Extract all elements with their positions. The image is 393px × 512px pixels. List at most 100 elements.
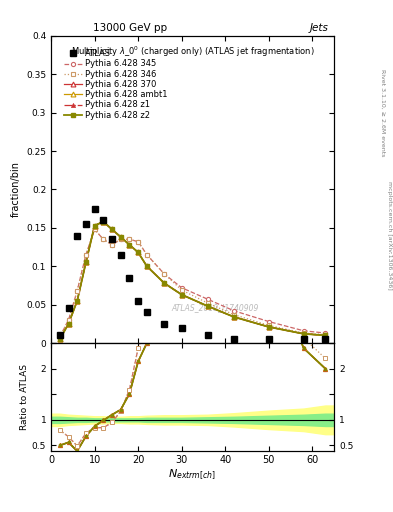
Pythia 6.428 345 xyxy=(101,237,106,243)
Pythia 6.428 ambt1 xyxy=(75,298,79,304)
Pythia 6.428 z1 xyxy=(266,324,271,330)
Line: Pythia 6.428 z2: Pythia 6.428 z2 xyxy=(58,220,327,341)
Line: Pythia 6.428 345: Pythia 6.428 345 xyxy=(58,227,327,339)
Text: Rivet 3.1.10, ≥ 2.6M events: Rivet 3.1.10, ≥ 2.6M events xyxy=(381,69,386,156)
ATLAS xyxy=(162,321,167,327)
Pythia 6.428 370 xyxy=(301,331,306,337)
ATLAS xyxy=(206,332,210,338)
Pythia 6.428 370 xyxy=(323,332,328,338)
Pythia 6.428 345 xyxy=(136,239,141,245)
ATLAS xyxy=(101,217,106,223)
Pythia 6.428 z2 xyxy=(145,263,149,269)
Pythia 6.428 345 xyxy=(75,288,79,294)
Pythia 6.428 346 xyxy=(323,332,328,338)
Pythia 6.428 345 xyxy=(92,226,97,232)
Pythia 6.428 z2 xyxy=(323,332,328,338)
ATLAS xyxy=(127,274,132,281)
Pythia 6.428 z2 xyxy=(75,298,79,304)
Text: Jets: Jets xyxy=(310,23,329,33)
Pythia 6.428 346 xyxy=(110,242,114,248)
Pythia 6.428 z2 xyxy=(179,292,184,298)
Pythia 6.428 z2 xyxy=(110,226,114,232)
Pythia 6.428 370 xyxy=(179,292,184,298)
Line: Pythia 6.428 346: Pythia 6.428 346 xyxy=(58,227,327,339)
Pythia 6.428 z2 xyxy=(301,331,306,337)
Pythia 6.428 z1 xyxy=(231,314,236,320)
Pythia 6.428 z1 xyxy=(301,331,306,337)
Pythia 6.428 345 xyxy=(127,237,132,243)
Pythia 6.428 z1 xyxy=(75,298,79,304)
Pythia 6.428 z2 xyxy=(118,234,123,240)
Pythia 6.428 346 xyxy=(127,237,132,243)
Pythia 6.428 370 xyxy=(136,249,141,255)
Pythia 6.428 370 xyxy=(84,260,88,266)
Pythia 6.428 ambt1 xyxy=(136,249,141,255)
Pythia 6.428 z1 xyxy=(66,321,71,327)
Pythia 6.428 346 xyxy=(301,330,306,336)
Pythia 6.428 370 xyxy=(266,324,271,330)
Pythia 6.428 346 xyxy=(162,271,167,277)
Pythia 6.428 345 xyxy=(118,237,123,243)
Pythia 6.428 370 xyxy=(57,336,62,342)
Pythia 6.428 370 xyxy=(92,223,97,229)
Pythia 6.428 345 xyxy=(145,252,149,258)
Line: ATLAS: ATLAS xyxy=(57,206,328,342)
Pythia 6.428 ambt1 xyxy=(206,303,210,309)
Pythia 6.428 z2 xyxy=(206,303,210,309)
Pythia 6.428 346 xyxy=(136,239,141,245)
Pythia 6.428 z1 xyxy=(57,336,62,342)
Pythia 6.428 ambt1 xyxy=(110,226,114,232)
Pythia 6.428 346 xyxy=(101,237,106,243)
Pythia 6.428 346 xyxy=(92,226,97,232)
Pythia 6.428 z2 xyxy=(101,219,106,225)
ATLAS xyxy=(179,325,184,331)
Pythia 6.428 ambt1 xyxy=(145,263,149,269)
Pythia 6.428 345 xyxy=(231,308,236,314)
Pythia 6.428 346 xyxy=(145,252,149,258)
Y-axis label: fraction/bin: fraction/bin xyxy=(11,161,20,218)
Line: Pythia 6.428 z1: Pythia 6.428 z1 xyxy=(58,220,327,342)
ATLAS xyxy=(266,336,271,342)
Pythia 6.428 z2 xyxy=(127,242,132,248)
ATLAS xyxy=(84,221,88,227)
Pythia 6.428 346 xyxy=(66,317,71,323)
Pythia 6.428 370 xyxy=(101,219,106,225)
Pythia 6.428 z1 xyxy=(110,226,114,232)
Pythia 6.428 z1 xyxy=(101,219,106,225)
ATLAS xyxy=(110,237,114,243)
ATLAS xyxy=(75,232,79,239)
Pythia 6.428 z2 xyxy=(162,280,167,286)
Text: 13000 GeV pp: 13000 GeV pp xyxy=(93,23,167,33)
Legend: ATLAS, Pythia 6.428 345, Pythia 6.428 346, Pythia 6.428 370, Pythia 6.428 ambt1,: ATLAS, Pythia 6.428 345, Pythia 6.428 34… xyxy=(64,49,168,120)
ATLAS xyxy=(231,336,236,342)
Pythia 6.428 345 xyxy=(84,252,88,258)
Pythia 6.428 346 xyxy=(231,311,236,317)
Pythia 6.428 346 xyxy=(75,288,79,294)
Pythia 6.428 345 xyxy=(179,285,184,291)
Pythia 6.428 ambt1 xyxy=(92,223,97,229)
Pythia 6.428 ambt1 xyxy=(57,336,62,342)
Pythia 6.428 346 xyxy=(179,287,184,293)
Pythia 6.428 z2 xyxy=(136,249,141,255)
Pythia 6.428 z2 xyxy=(84,260,88,266)
Pythia 6.428 ambt1 xyxy=(323,332,328,338)
Pythia 6.428 345 xyxy=(323,330,328,336)
Pythia 6.428 ambt1 xyxy=(84,260,88,266)
Pythia 6.428 z1 xyxy=(206,303,210,309)
Pythia 6.428 z1 xyxy=(127,242,132,248)
Pythia 6.428 z1 xyxy=(162,280,167,286)
Pythia 6.428 346 xyxy=(84,252,88,258)
Pythia 6.428 z1 xyxy=(92,223,97,229)
Pythia 6.428 370 xyxy=(162,280,167,286)
Pythia 6.428 z1 xyxy=(118,234,123,240)
Pythia 6.428 370 xyxy=(127,242,132,248)
ATLAS xyxy=(92,206,97,212)
Pythia 6.428 ambt1 xyxy=(301,331,306,337)
Pythia 6.428 ambt1 xyxy=(179,292,184,298)
Pythia 6.428 ambt1 xyxy=(118,234,123,240)
ATLAS xyxy=(301,336,306,342)
Pythia 6.428 345 xyxy=(266,318,271,325)
Pythia 6.428 ambt1 xyxy=(266,324,271,330)
Text: Multiplicity $\lambda\_0^0$ (charged only) (ATLAS jet fragmentation): Multiplicity $\lambda\_0^0$ (charged onl… xyxy=(71,45,314,59)
Pythia 6.428 ambt1 xyxy=(127,242,132,248)
